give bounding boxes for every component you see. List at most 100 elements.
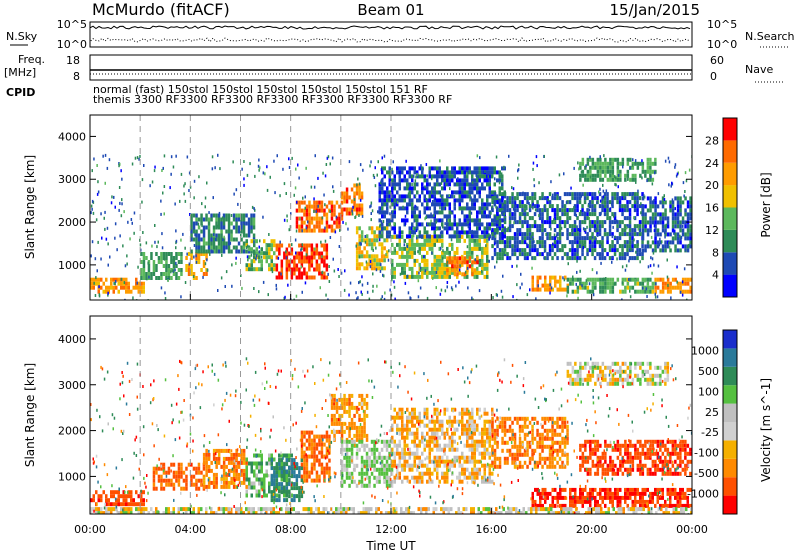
scatter-cell xyxy=(91,240,94,244)
scatter-cell xyxy=(606,277,610,282)
scatter-cell xyxy=(423,255,425,259)
scatter-cell xyxy=(338,216,341,221)
scatter-cell xyxy=(172,269,174,273)
scatter-cell xyxy=(298,494,301,499)
scatter-cell xyxy=(398,238,401,243)
scatter-cell xyxy=(638,204,642,209)
scatter-cell xyxy=(170,276,173,280)
scatter-cell xyxy=(431,459,434,464)
scatter-cell xyxy=(285,470,289,475)
scatter-cell xyxy=(222,472,226,477)
scatter-cell xyxy=(579,165,582,170)
scatter-cell xyxy=(629,157,632,162)
scatter-cell xyxy=(626,281,630,286)
scatter-cell xyxy=(345,397,349,402)
scatter-cell xyxy=(248,267,251,272)
scatter-cell xyxy=(596,252,599,257)
scatter-cell xyxy=(411,174,414,179)
scatter-cell xyxy=(249,162,251,166)
scatter-cell xyxy=(315,474,319,479)
scatter-cell xyxy=(473,260,477,265)
scatter-cell xyxy=(184,199,187,203)
scatter-cell xyxy=(486,198,489,203)
scatter-cell xyxy=(436,166,439,171)
scatter-cell xyxy=(446,246,449,251)
scatter-cell xyxy=(283,251,286,256)
scatter-cell xyxy=(628,256,632,261)
scatter-cell xyxy=(584,165,587,170)
scatter-cell xyxy=(364,240,367,244)
scatter-cell xyxy=(296,200,298,204)
scatter-cell xyxy=(436,262,439,267)
scatter-cell xyxy=(386,194,389,199)
scatter-cell xyxy=(114,236,116,240)
scatter-cell xyxy=(496,178,499,183)
scatter-cell xyxy=(288,259,291,264)
scatter-cell xyxy=(601,281,605,286)
scatter-cell xyxy=(443,431,446,436)
scatter-cell xyxy=(328,438,331,443)
scatter-cell xyxy=(516,232,519,237)
scatter-cell xyxy=(361,214,364,218)
scatter-cell xyxy=(259,166,261,170)
scatter-cell xyxy=(438,254,441,259)
scatter-cell xyxy=(483,266,486,271)
scatter-cell xyxy=(496,244,499,249)
scatter-cell xyxy=(290,486,294,491)
scatter-cell xyxy=(217,217,221,222)
scatter-cell xyxy=(298,255,301,260)
scatter-cell xyxy=(350,401,354,406)
scatter-cell xyxy=(501,228,504,233)
scatter-cell xyxy=(192,272,196,276)
scatter-cell xyxy=(421,471,424,476)
scatter-cell xyxy=(165,256,168,260)
scatter-cell xyxy=(230,452,233,457)
scatter-cell xyxy=(212,476,216,481)
scatter-cell xyxy=(543,256,547,261)
scatter-cell xyxy=(626,277,630,282)
scatter-cell xyxy=(516,236,519,241)
scatter-cell xyxy=(649,208,652,213)
scatter-cell xyxy=(365,242,369,247)
scatter-cell xyxy=(441,266,444,271)
scatter-cell xyxy=(401,451,404,456)
scatter-cell xyxy=(185,486,188,491)
scatter-cell xyxy=(142,268,146,272)
scatter-cell xyxy=(441,258,444,263)
scatter-cell xyxy=(598,192,602,197)
scatter-cell xyxy=(411,451,414,456)
scatter-cell xyxy=(401,423,404,428)
scatter-cell xyxy=(513,252,517,257)
scatter-cell xyxy=(386,230,389,235)
scatter-cell xyxy=(676,285,680,290)
scatter-cell xyxy=(155,268,158,272)
scatter-cell xyxy=(432,276,434,280)
scatter-cell xyxy=(453,439,456,444)
scatter-cell xyxy=(443,250,446,255)
scatter-cell xyxy=(373,439,376,444)
scatter-cell xyxy=(308,446,311,451)
scatter-cell xyxy=(325,275,329,280)
scatter-cell xyxy=(207,229,211,234)
scatter-cell xyxy=(391,194,394,199)
scatter-cell xyxy=(235,452,238,457)
scatter-cell xyxy=(416,258,419,263)
scatter-cell xyxy=(240,221,243,226)
scatter-cell xyxy=(534,287,537,292)
scatter-cell xyxy=(303,212,306,217)
scatter-cell xyxy=(549,275,552,280)
scatter-cell xyxy=(471,190,474,195)
scatter-cell xyxy=(473,218,476,223)
scatter-cell xyxy=(406,202,409,207)
scatter-cell xyxy=(506,200,509,205)
scatter-cell xyxy=(340,429,344,434)
scatter-cell xyxy=(579,173,582,178)
scatter-cell xyxy=(473,234,476,239)
scatter-cell xyxy=(220,225,223,230)
scatter-cell xyxy=(325,446,329,451)
scatter-cell xyxy=(383,226,386,231)
scatter-cell xyxy=(248,461,251,466)
scatter-cell xyxy=(408,447,411,452)
scatter-cell xyxy=(473,270,476,275)
scatter-cell xyxy=(456,256,459,261)
